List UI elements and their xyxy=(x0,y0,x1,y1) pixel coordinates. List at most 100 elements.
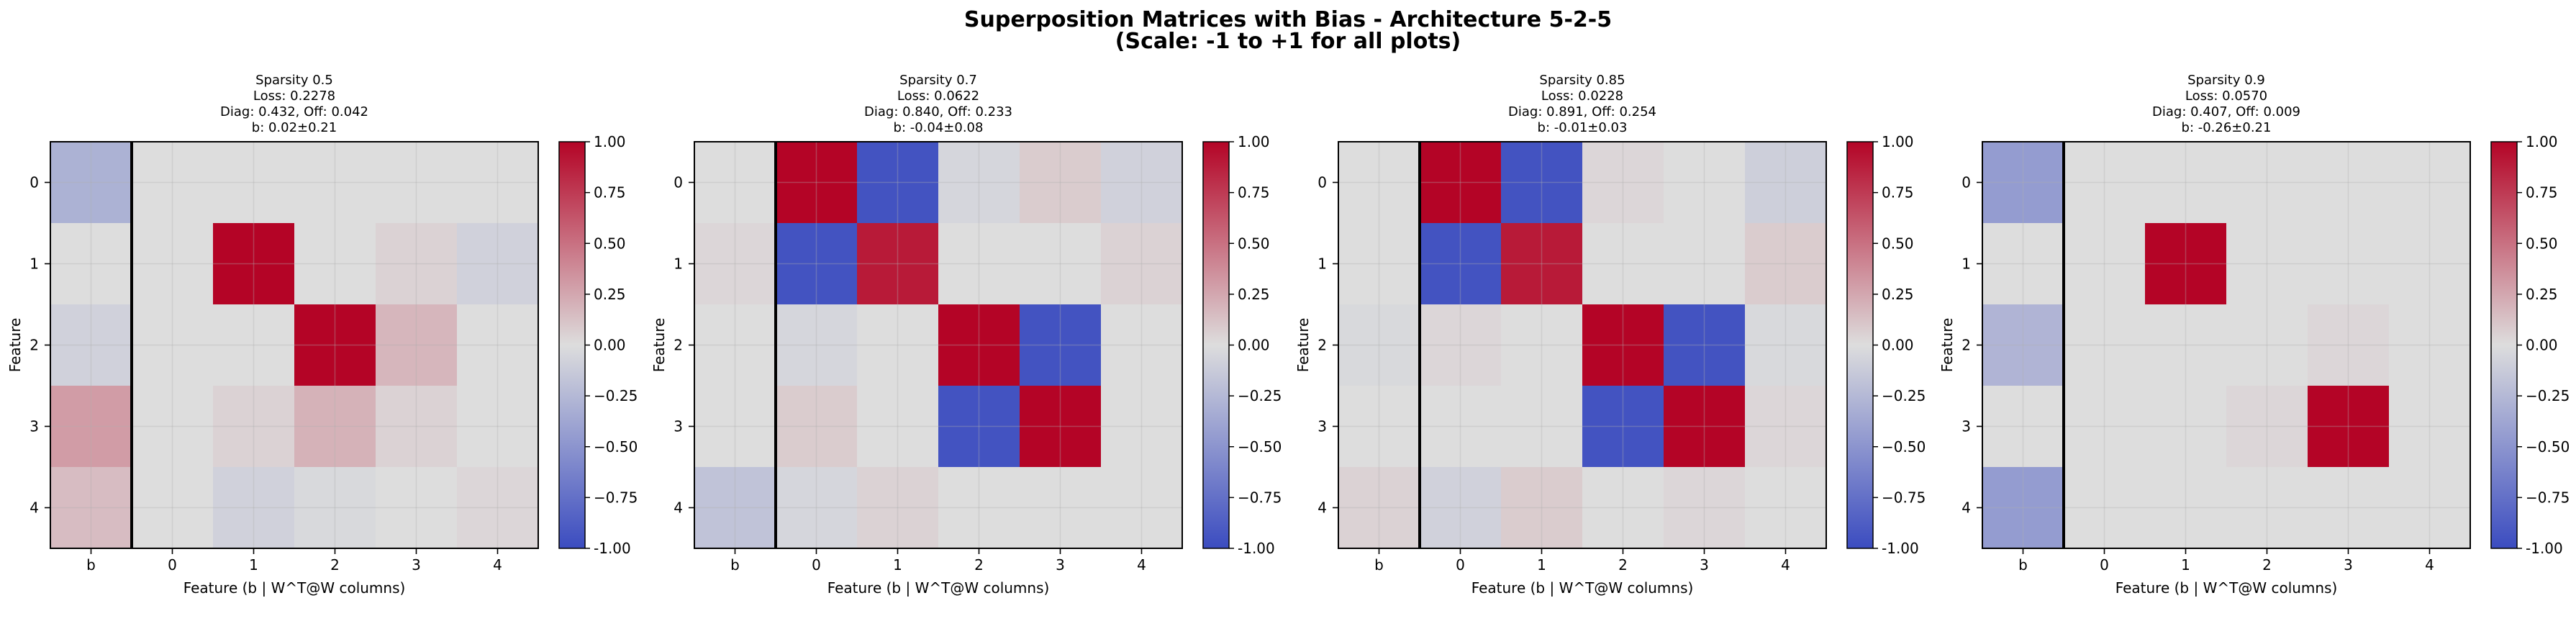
heatmap-cell xyxy=(857,142,938,223)
heatmap-cell xyxy=(1501,304,1582,386)
heatmap-cell xyxy=(1664,304,1745,386)
y-tick-label: 0 xyxy=(30,174,39,191)
heatmap-cell xyxy=(2226,142,2308,223)
heatmap-cell xyxy=(1582,142,1664,223)
heatmap-cell xyxy=(776,223,857,304)
panel-title-line: Sparsity 0.7 xyxy=(899,73,977,88)
heatmap-cell xyxy=(2308,386,2389,467)
heatmap-cell xyxy=(1745,223,1826,304)
x-axis-label: Feature (b | W^T@W columns) xyxy=(183,579,406,597)
heatmap-panel-2: b 0 1 2 3 4 0 1 2 3 4 Feature (b | W^T@W columns) Fe… xyxy=(1294,73,1926,597)
heatmap-cell xyxy=(857,467,938,548)
colorbar-tick-label: 0.50 xyxy=(1882,235,1914,252)
x-tick-label: 1 xyxy=(893,556,902,574)
panel-title-line: b: -0.04±0.08 xyxy=(894,120,984,135)
y-tick-label: 0 xyxy=(1318,174,1327,191)
colorbar-tick-label: −0.50 xyxy=(1238,438,1282,456)
x-axis-label: Feature (b | W^T@W columns) xyxy=(2115,579,2338,597)
x-tick-label: 1 xyxy=(1537,556,1546,574)
colorbar-tick-label: −0.75 xyxy=(2526,489,2570,506)
colorbar-tick-label: 0.00 xyxy=(1882,337,1914,354)
colorbar-tick-label: 0.00 xyxy=(594,337,626,354)
colorbar-tick-label: −0.75 xyxy=(594,489,638,506)
heatmap-cell xyxy=(694,142,776,223)
heatmap-cell xyxy=(1664,386,1745,467)
heatmap-cell xyxy=(1582,304,1664,386)
colorbar-tick-label: −0.75 xyxy=(1882,489,1926,506)
panel-title-line: Loss: 0.2278 xyxy=(253,89,335,104)
heatmap-cell xyxy=(50,223,132,304)
y-tick-label: 0 xyxy=(674,174,683,191)
heatmap-cell xyxy=(938,467,1020,548)
heatmap-cell xyxy=(457,304,538,386)
heatmap-cell xyxy=(2064,142,2145,223)
y-tick-label: 3 xyxy=(1962,418,1971,435)
y-axis-label: Feature xyxy=(6,318,24,373)
y-tick-label: 2 xyxy=(1962,337,1971,354)
heatmap-cell xyxy=(50,304,132,386)
heatmap-cell xyxy=(2389,467,2470,548)
heatmap-cell xyxy=(50,467,132,548)
heatmap-cell xyxy=(457,223,538,304)
heatmap-cell xyxy=(1745,304,1826,386)
colorbar-tick-label: −0.25 xyxy=(2526,387,2570,404)
x-tick-label: 1 xyxy=(2181,556,2190,574)
heatmap-panel-0: b 0 1 2 3 4 0 1 2 3 4 Feature (b | W^T@W columns) Fe… xyxy=(6,73,638,597)
colorbar-tick-label: 0.50 xyxy=(1238,235,1270,252)
y-tick-label: 3 xyxy=(674,418,683,435)
heatmap-cell xyxy=(2226,386,2308,467)
colorbar-tick-label: −0.25 xyxy=(1882,387,1926,404)
heatmap-cell xyxy=(1020,304,1101,386)
y-tick-label: 3 xyxy=(1318,418,1327,435)
heatmap-cell xyxy=(376,142,457,223)
heatmap-cell xyxy=(294,304,376,386)
heatmap-cell xyxy=(2145,467,2226,548)
x-axis-label: Feature (b | W^T@W columns) xyxy=(827,579,1050,597)
heatmap-cell xyxy=(1101,223,1182,304)
x-tick-label: 1 xyxy=(249,556,258,574)
heatmap-cell xyxy=(1501,386,1582,467)
x-tick-label: 2 xyxy=(330,556,340,574)
heatmap-cell xyxy=(776,142,857,223)
colorbar-tick-label: −0.75 xyxy=(1238,489,1282,506)
panel-title-line: Sparsity 0.9 xyxy=(2187,73,2265,88)
heatmap-cell xyxy=(1582,386,1664,467)
y-tick-label: 1 xyxy=(674,255,683,273)
heatmap-cell xyxy=(2308,304,2389,386)
heatmap-cell xyxy=(2226,304,2308,386)
y-tick-label: 0 xyxy=(1962,174,1971,191)
heatmap-cell xyxy=(1420,223,1501,304)
panel-title-line: Sparsity 0.85 xyxy=(1539,73,1625,88)
y-tick-label: 4 xyxy=(30,499,39,517)
colorbar-tick-label: -1.00 xyxy=(1238,540,1275,557)
heatmap-cell xyxy=(2389,223,2470,304)
heatmap-cell xyxy=(213,304,294,386)
x-tick-label: 4 xyxy=(1137,556,1146,574)
colorbar-tick-label: 0.25 xyxy=(1882,286,1914,303)
heatmap-cell xyxy=(1982,142,2064,223)
panel-title-line: Diag: 0.407, Off: 0.009 xyxy=(2152,104,2300,119)
heatmap-cell xyxy=(1101,467,1182,548)
heatmap-cell xyxy=(1982,386,2064,467)
panel-title-line: Sparsity 0.5 xyxy=(255,73,333,88)
heatmap-cell xyxy=(1338,142,1420,223)
colorbar-tick-label: 1.00 xyxy=(2526,133,2558,150)
y-tick-label: 4 xyxy=(1962,499,1971,517)
heatmap-cell xyxy=(1501,142,1582,223)
heatmap-cell xyxy=(294,386,376,467)
heatmap-cell xyxy=(1664,142,1745,223)
heatmap-cell xyxy=(694,223,776,304)
colorbar-tick-label: −0.50 xyxy=(594,438,638,456)
colorbar xyxy=(558,141,586,549)
colorbar-tick-label: 1.00 xyxy=(594,133,626,150)
heatmap-cell xyxy=(1745,467,1826,548)
heatmap-cell xyxy=(2389,386,2470,467)
heatmap-cell xyxy=(1501,223,1582,304)
heatmap-cell xyxy=(2064,223,2145,304)
colorbar-tick-label: −0.25 xyxy=(594,387,638,404)
y-tick-label: 1 xyxy=(1318,255,1327,273)
colorbar-tick-label: 0.00 xyxy=(2526,337,2558,354)
heatmap-cell xyxy=(2389,142,2470,223)
heatmap-cell xyxy=(1420,467,1501,548)
